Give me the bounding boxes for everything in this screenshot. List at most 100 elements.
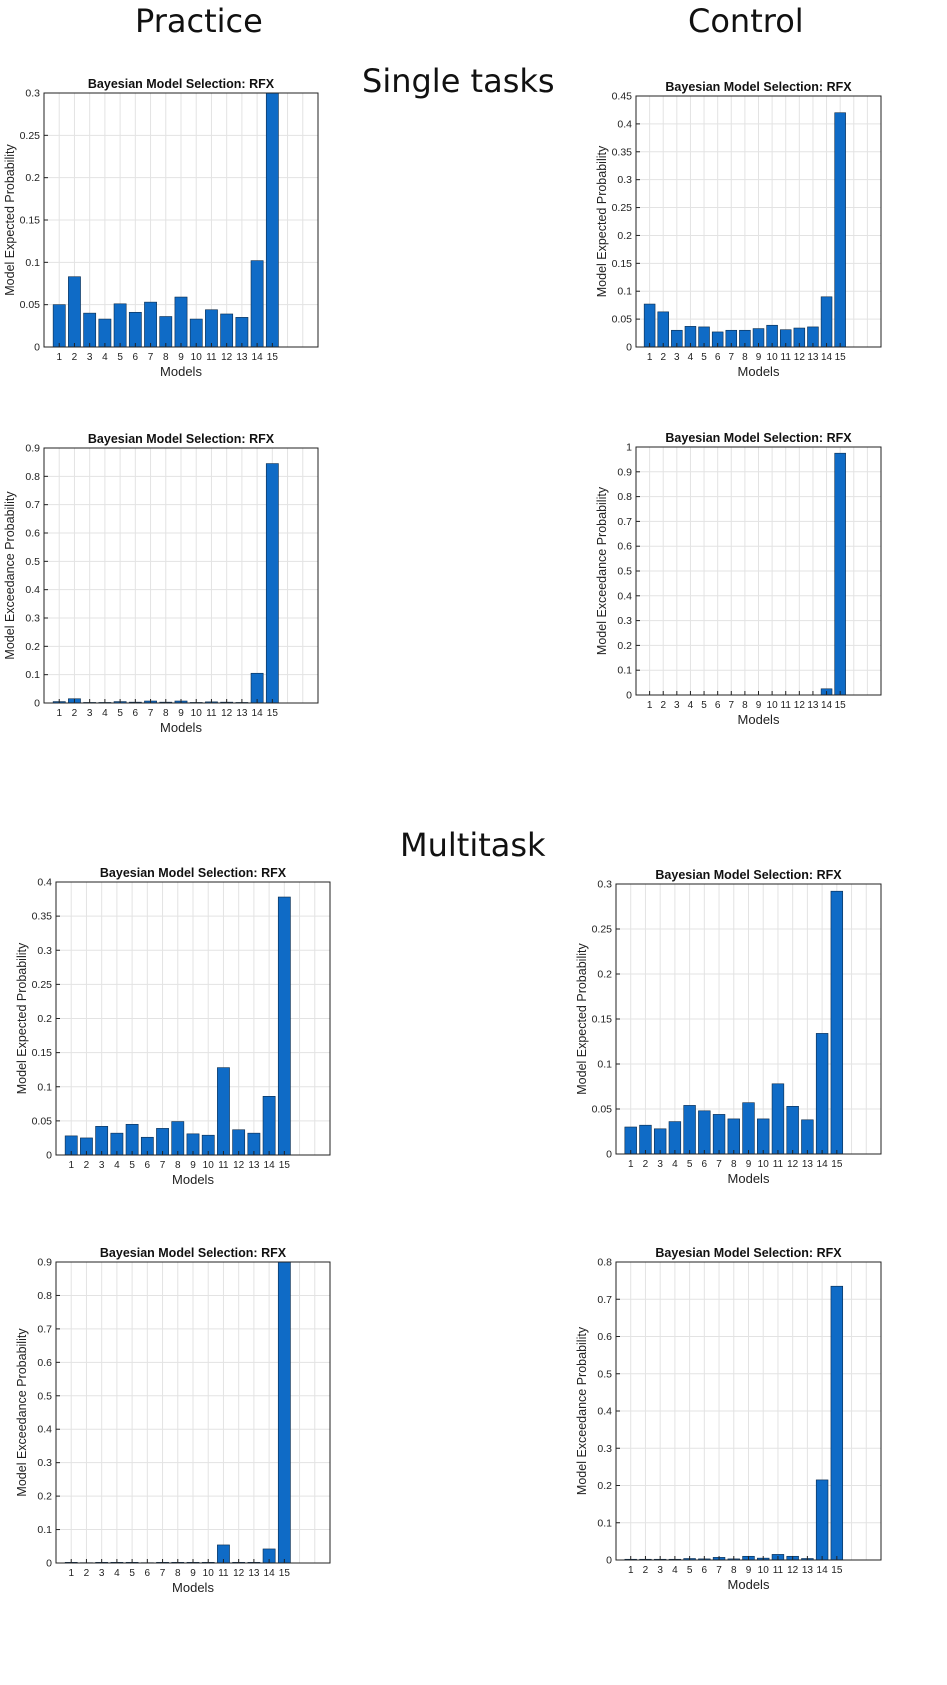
y-tick-label: 0	[34, 342, 40, 354]
x-tick-label: 14	[821, 700, 833, 711]
y-tick-label: 0.15	[592, 1014, 613, 1026]
x-tick-label: 9	[178, 708, 184, 719]
y-tick-label: 0.1	[597, 1517, 612, 1529]
grid	[616, 883, 881, 1155]
x-tick-label: 12	[233, 1568, 245, 1579]
y-tick-label: 0.8	[25, 471, 40, 483]
x-tick-label: 7	[160, 1160, 166, 1171]
y-tick-label: 0.5	[617, 566, 632, 578]
y-axis-label: Model Expected Probability	[575, 943, 589, 1095]
x-tick-label: 4	[688, 352, 694, 363]
y-axis-label: Model Expected Probability	[595, 145, 609, 297]
x-tick-label: 9	[190, 1568, 196, 1579]
y-tick-label: 0.3	[617, 174, 632, 186]
y-tick-label: 0.3	[37, 945, 52, 957]
x-axis-label: Models	[160, 720, 202, 735]
x-tick-label: 9	[746, 1565, 752, 1576]
x-tick-label: 12	[794, 352, 806, 363]
y-tick-label: 0.2	[597, 969, 612, 981]
x-tick-label: 1	[628, 1565, 634, 1576]
x-tick-label: 8	[163, 352, 169, 363]
x-tick-label: 13	[248, 1160, 260, 1171]
x-tick-label: 5	[129, 1568, 135, 1579]
y-tick-label: 0	[626, 342, 632, 354]
y-tick-label: 0.4	[37, 877, 52, 889]
chart-title: Bayesian Model Selection: RFX	[655, 1246, 842, 1260]
y-tick-label: 0.1	[597, 1059, 612, 1071]
x-tick-label: 3	[99, 1568, 105, 1579]
x-tick-label: 8	[163, 708, 169, 719]
y-tick-label: 0.35	[612, 146, 633, 158]
x-tick-label: 13	[807, 352, 819, 363]
x-tick-label: 15	[835, 352, 847, 363]
heading-multitask: Multitask	[400, 826, 546, 864]
y-tick-label: 0	[606, 1149, 612, 1161]
x-axis-label: Models	[738, 712, 780, 727]
chart-title: Bayesian Model Selection: RFX	[665, 431, 852, 445]
x-tick-label: 1	[628, 1159, 634, 1170]
x-axis-label: Models	[738, 364, 780, 379]
y-tick-label: 0.9	[617, 466, 632, 478]
chart-title: Bayesian Model Selection: RFX	[665, 80, 852, 94]
y-tick-label: 0.7	[597, 1294, 612, 1306]
x-tick-label: 14	[264, 1568, 276, 1579]
x-tick-label: 7	[716, 1565, 722, 1576]
x-tick-label: 14	[817, 1565, 829, 1576]
y-axis-label: Model Expected Probability	[15, 942, 29, 1094]
x-tick-label: 15	[267, 352, 279, 363]
x-tick-label: 9	[746, 1159, 752, 1170]
x-tick-label: 7	[148, 708, 154, 719]
bar-model-15	[830, 1285, 844, 1561]
y-tick-label: 0.6	[617, 541, 632, 553]
y-tick-label: 0.9	[25, 443, 40, 455]
x-tick-label: 7	[160, 1568, 166, 1579]
x-tick-label: 5	[701, 352, 707, 363]
x-tick-label: 15	[835, 700, 847, 711]
x-tick-label: 4	[114, 1568, 120, 1579]
x-tick-label: 11	[218, 1568, 229, 1579]
y-tick-label: 1	[626, 442, 632, 454]
x-tick-label: 11	[218, 1160, 229, 1171]
x-tick-label: 5	[701, 700, 707, 711]
x-tick-label: 6	[702, 1159, 708, 1170]
x-tick-label: 9	[178, 352, 184, 363]
y-tick-label: 0.1	[25, 669, 40, 681]
y-tick-label: 0.05	[20, 299, 41, 311]
x-tick-label: 14	[252, 708, 264, 719]
x-tick-label: 2	[660, 700, 666, 711]
x-tick-label: 1	[647, 700, 653, 711]
y-tick-label: 0.25	[592, 924, 613, 936]
x-tick-label: 5	[117, 708, 123, 719]
chart-title: Bayesian Model Selection: RFX	[88, 77, 275, 91]
x-tick-label: 11	[206, 352, 217, 363]
x-tick-label: 1	[647, 352, 653, 363]
bar-model-14	[815, 1479, 829, 1561]
y-tick-label: 0.05	[32, 1115, 53, 1127]
x-tick-label: 6	[145, 1160, 151, 1171]
y-tick-label: 0.1	[37, 1081, 52, 1093]
x-tick-label: 6	[133, 708, 139, 719]
x-tick-label: 11	[773, 1159, 784, 1170]
x-tick-label: 4	[672, 1565, 678, 1576]
x-tick-label: 5	[129, 1160, 135, 1171]
chart-title: Bayesian Model Selection: RFX	[88, 432, 275, 446]
x-tick-label: 3	[674, 352, 680, 363]
x-axis-label: Models	[172, 1172, 214, 1187]
x-tick-label: 12	[794, 700, 806, 711]
x-tick-label: 8	[731, 1159, 737, 1170]
x-tick-label: 1	[68, 1160, 74, 1171]
x-tick-label: 6	[715, 700, 721, 711]
x-tick-label: 4	[102, 352, 108, 363]
x-tick-label: 10	[203, 1568, 215, 1579]
x-tick-label: 2	[72, 708, 78, 719]
y-tick-label: 0.05	[612, 314, 633, 326]
y-tick-label: 0.5	[37, 1390, 52, 1402]
x-tick-label: 4	[114, 1160, 120, 1171]
x-tick-label: 7	[148, 352, 154, 363]
x-tick-label: 13	[802, 1159, 814, 1170]
x-tick-label: 13	[236, 708, 248, 719]
x-tick-label: 8	[742, 352, 748, 363]
x-tick-label: 3	[657, 1565, 663, 1576]
